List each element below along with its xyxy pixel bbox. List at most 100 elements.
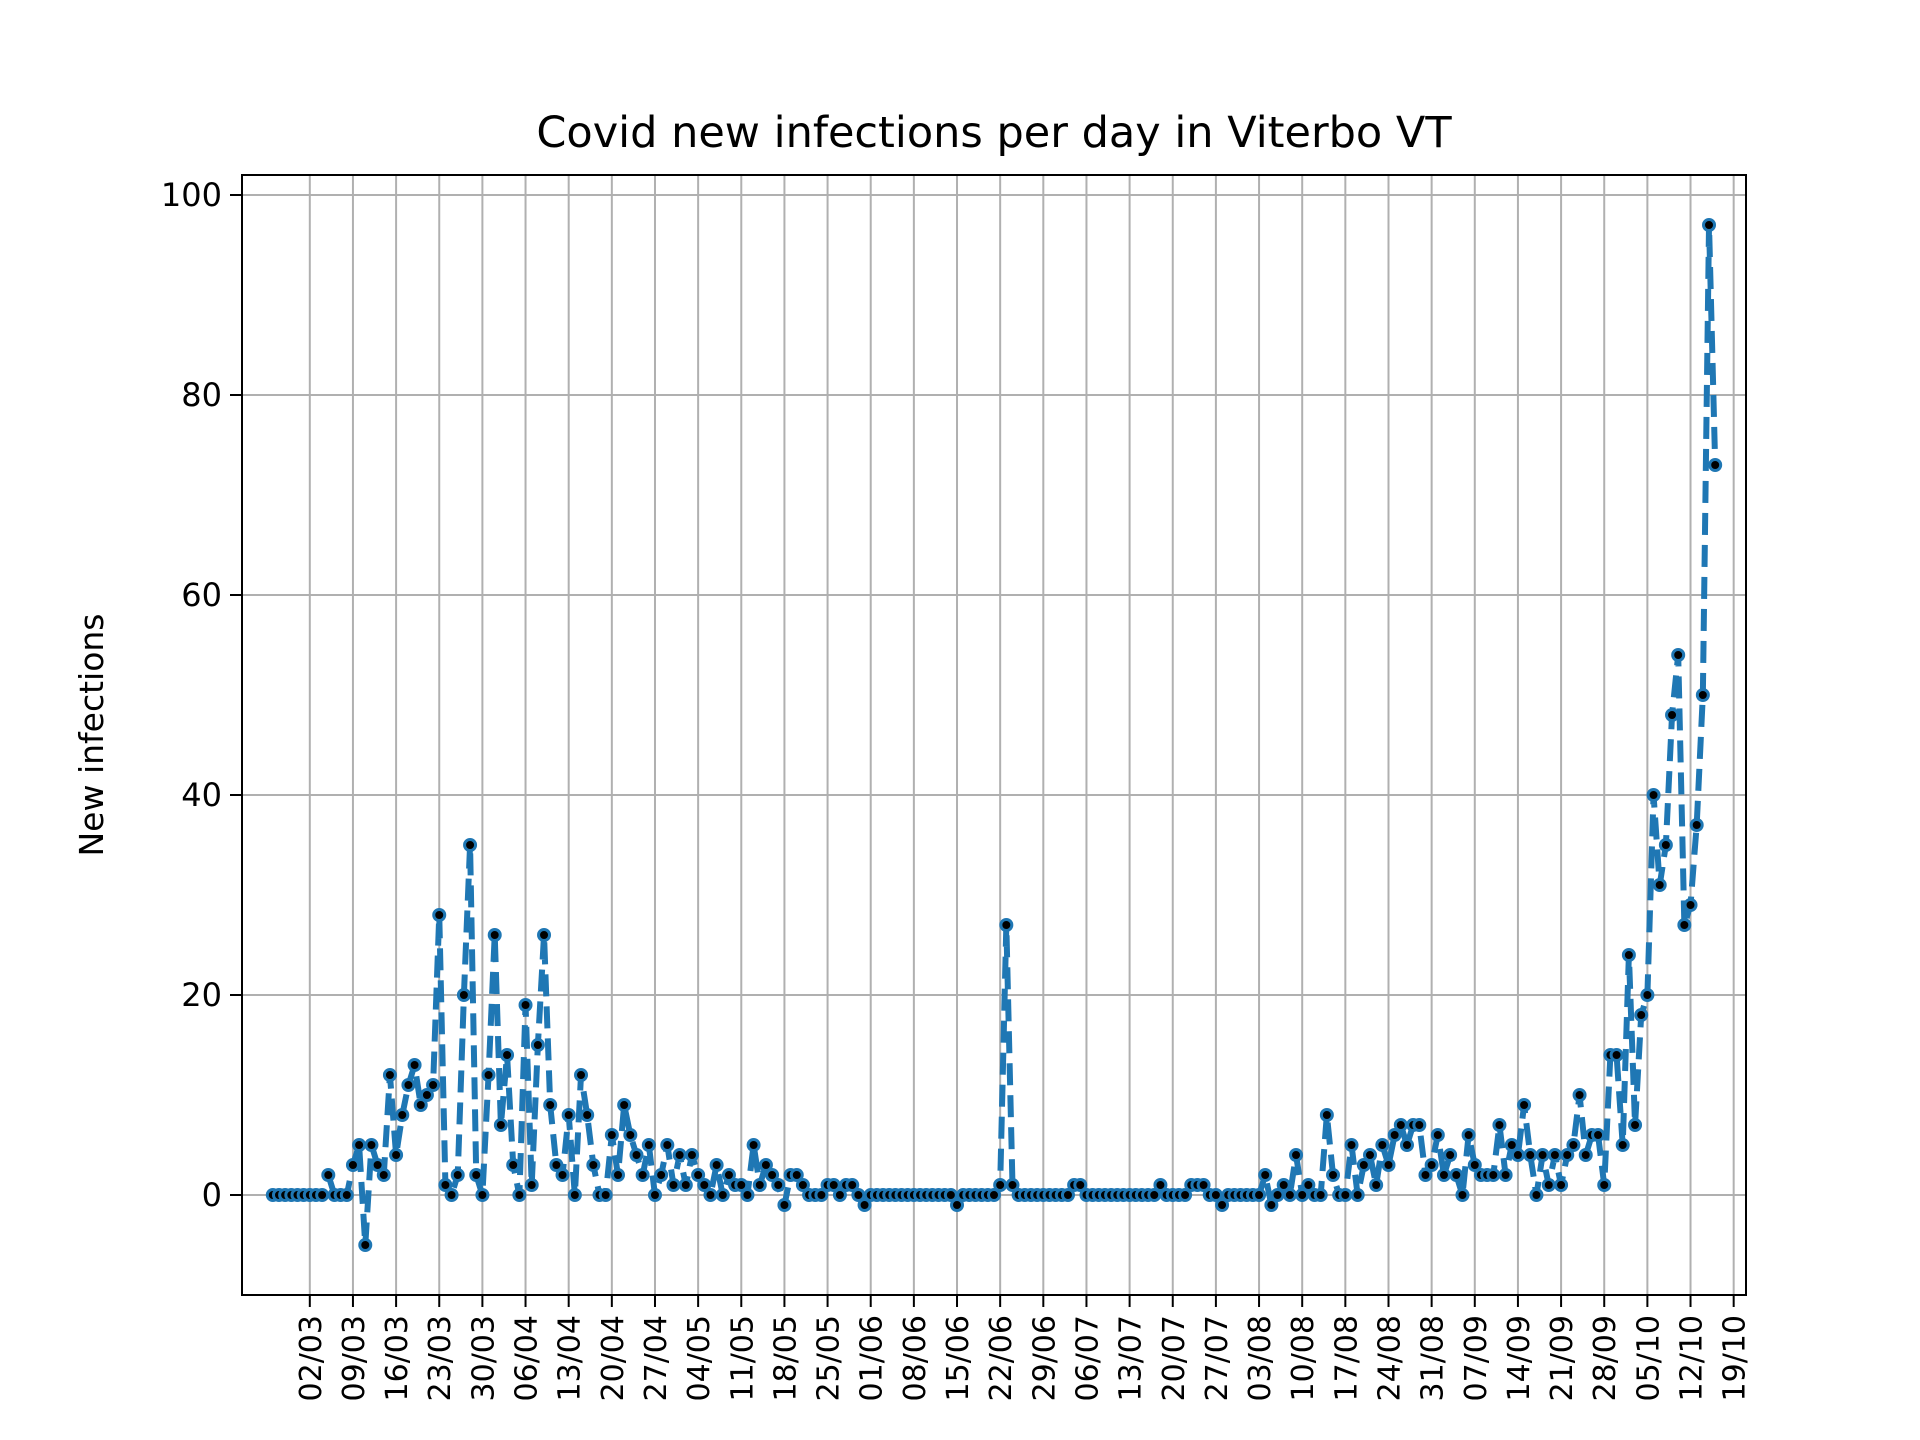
- x-tick-label: 15/06: [941, 1315, 976, 1401]
- data-point: [1529, 1188, 1544, 1202]
- data-point: [709, 1158, 724, 1172]
- x-tick-label: 28/09: [1588, 1315, 1623, 1401]
- x-tick-label: 27/07: [1200, 1315, 1235, 1401]
- data-point: [1289, 1148, 1304, 1162]
- data-point: [678, 1178, 693, 1192]
- data-point: [1338, 1188, 1353, 1202]
- data-point: [438, 1178, 453, 1192]
- data-point: [771, 1178, 786, 1192]
- data-point: [641, 1138, 656, 1152]
- data-point: [1344, 1138, 1359, 1152]
- x-tick-label: 11/05: [725, 1315, 760, 1401]
- data-point: [543, 1098, 558, 1112]
- data-point: [456, 988, 471, 1002]
- data-point: [746, 1138, 761, 1152]
- data-point: [611, 1168, 625, 1182]
- data-point: [1467, 1158, 1482, 1172]
- data-point: [469, 1168, 484, 1182]
- x-tick-label: 10/08: [1286, 1315, 1321, 1401]
- x-tick-label: 03/08: [1243, 1315, 1278, 1401]
- data-point: [1153, 1178, 1168, 1192]
- y-tick-label: 60: [181, 576, 222, 614]
- x-tick-label: 14/09: [1502, 1315, 1537, 1401]
- data-point: [432, 908, 447, 922]
- data-point: [1443, 1148, 1458, 1162]
- data-point: [475, 1188, 490, 1202]
- data-point: [500, 1048, 515, 1062]
- data-point: [1554, 1178, 1569, 1192]
- data-point: [574, 1068, 589, 1082]
- data-point: [795, 1178, 810, 1192]
- data-point: [1436, 1168, 1451, 1182]
- x-tick-label: 17/08: [1329, 1315, 1364, 1401]
- data-point: [765, 1168, 780, 1182]
- data-point: [617, 1098, 632, 1112]
- data-point: [1708, 458, 1723, 472]
- data-point: [1393, 1118, 1408, 1132]
- y-tick-label: 0: [202, 1176, 222, 1214]
- data-point: [777, 1198, 792, 1212]
- data-point: [1060, 1188, 1075, 1202]
- x-tick-label: 29/06: [1027, 1315, 1062, 1401]
- data-point: [413, 1098, 428, 1112]
- data-point: [1319, 1108, 1334, 1122]
- x-tick-label: 09/03: [337, 1315, 372, 1401]
- data-point: [1073, 1178, 1088, 1192]
- data-point: [629, 1148, 644, 1162]
- data-point: [691, 1168, 706, 1182]
- data-point: [1541, 1178, 1556, 1192]
- data-point: [586, 1158, 601, 1172]
- data-point: [1381, 1158, 1396, 1172]
- data-point: [1418, 1168, 1433, 1182]
- x-tick-label: 07/09: [1459, 1315, 1494, 1401]
- x-tick-label: 20/07: [1157, 1315, 1192, 1401]
- data-point: [1572, 1088, 1587, 1102]
- data-point: [1486, 1168, 1501, 1182]
- data-point: [789, 1168, 804, 1182]
- data-point: [1412, 1118, 1427, 1132]
- x-tick-label: 30/03: [466, 1315, 501, 1401]
- data-point: [339, 1188, 354, 1202]
- data-point: [666, 1178, 681, 1192]
- data-point: [1560, 1148, 1575, 1162]
- x-tick-label: 23/03: [423, 1315, 458, 1401]
- data-point: [1671, 648, 1686, 662]
- series-new-infections: [265, 218, 1723, 1252]
- series-line: [272, 222, 1719, 1248]
- data-point: [1578, 1148, 1593, 1162]
- data-point: [555, 1168, 570, 1182]
- data-point: [697, 1178, 712, 1192]
- data-point: [407, 1058, 422, 1072]
- x-axis-ticks: 02/03 09/03 16/03 23/03 30/03 06/04 13/04 20/04…: [294, 1295, 1753, 1401]
- x-tick-label: 31/08: [1416, 1315, 1451, 1401]
- data-point: [370, 1158, 385, 1172]
- data-point: [487, 928, 502, 942]
- data-point: [1615, 1138, 1630, 1152]
- data-point: [1215, 1198, 1230, 1212]
- data-point: [1424, 1158, 1439, 1172]
- data-point: [1689, 818, 1704, 832]
- data-point: [382, 1068, 397, 1082]
- data-point: [845, 1178, 860, 1192]
- data-point: [1363, 1148, 1377, 1162]
- data-point: [549, 1158, 564, 1172]
- data-point: [321, 1168, 336, 1182]
- data-point: [376, 1168, 391, 1182]
- x-tick-label: 18/05: [768, 1315, 803, 1401]
- data-point: [993, 1178, 1008, 1192]
- data-point: [1628, 1118, 1643, 1132]
- data-point: [1702, 218, 1717, 232]
- data-point: [1258, 1168, 1273, 1182]
- data-point: [1492, 1118, 1507, 1132]
- data-point: [758, 1158, 773, 1172]
- data-point: [1652, 878, 1667, 892]
- data-point: [660, 1138, 675, 1152]
- data-point: [315, 1188, 330, 1202]
- data-point: [401, 1078, 416, 1092]
- data-point: [364, 1138, 379, 1152]
- x-tick-label: 27/04: [639, 1315, 674, 1401]
- data-point: [1677, 918, 1692, 932]
- x-tick-label: 20/04: [596, 1315, 631, 1401]
- x-tick-label: 06/04: [510, 1315, 545, 1401]
- data-point: [493, 1118, 508, 1132]
